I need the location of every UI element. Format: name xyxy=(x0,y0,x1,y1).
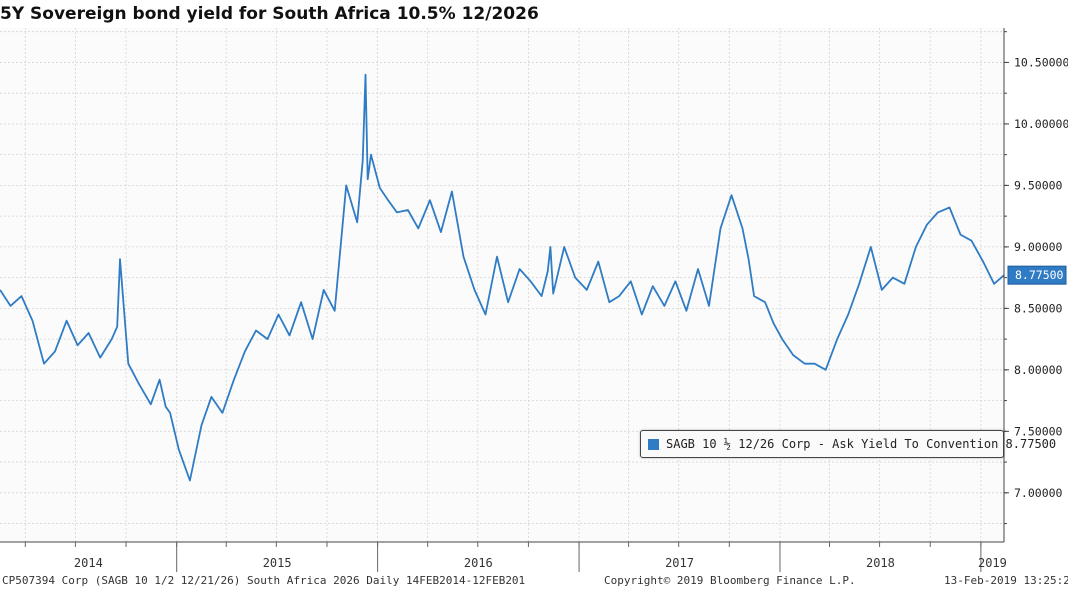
chart-title: 5Y Sovereign bond yield for South Africa… xyxy=(0,4,539,24)
footer-copyright: Copyright© 2019 Bloomberg Finance L.P. xyxy=(604,574,856,587)
y-axis: 7.00000 7.50000 8.00000 8.50000 9.00000 9.500… xyxy=(1003,28,1068,542)
y-tick-label: 10.00000 xyxy=(1014,117,1068,131)
x-tick-label: 2018 xyxy=(866,556,895,570)
last-value-box xyxy=(1007,265,1067,285)
y-tick-label: 7.50000 xyxy=(1014,424,1063,438)
footer-security-info: CP507394 Corp (SAGB 10 1/2 12/21/26) Sou… xyxy=(2,574,526,587)
y-tick-label: 7.00000 xyxy=(1014,486,1063,500)
y-tick-label: 8.50000 xyxy=(1014,301,1063,315)
x-tick-label: 2014 xyxy=(74,556,103,570)
legend-swatch xyxy=(648,439,659,450)
plot-area xyxy=(0,73,1005,482)
x-tick-label: 2019 xyxy=(978,556,1007,570)
last-value-label: 8.77500 xyxy=(1015,268,1064,282)
x-tick-label: 2016 xyxy=(464,556,493,570)
series-line xyxy=(0,73,1005,482)
footer-timestamp: 13-Feb-2019 13:25:28 xyxy=(944,574,1068,587)
x-tick-label: 2017 xyxy=(665,556,694,570)
y-tick-label: 9.50000 xyxy=(1014,178,1063,192)
y-tick-label: 8.00000 xyxy=(1014,363,1063,377)
x-axis: 2014 2015 2016 2017 2018 2019 xyxy=(0,541,1007,572)
y-tick-label: 10.50000 xyxy=(1014,55,1068,69)
x-tick-label: 2015 xyxy=(263,556,292,570)
y-tick-label: 9.00000 xyxy=(1014,240,1063,254)
plot-background xyxy=(0,28,1004,542)
legend: SAGB 10 ½ 12/26 Corp - Ask Yield To Conv… xyxy=(640,430,1056,458)
grid xyxy=(0,28,1004,542)
legend-label: SAGB 10 ½ 12/26 Corp - Ask Yield To Conv… xyxy=(666,437,1057,451)
